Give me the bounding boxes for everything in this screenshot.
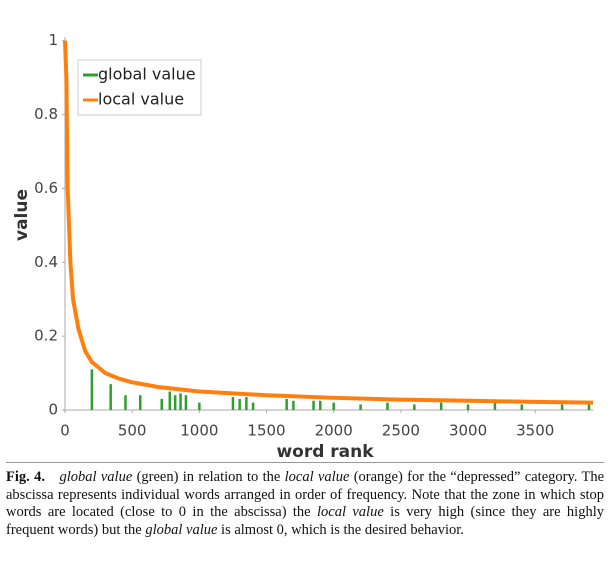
y-tick-label: 0.8: [34, 105, 58, 123]
line: [63, 40, 594, 405]
x-tick-label: 1500: [247, 422, 285, 440]
x-axis-label: word rank: [276, 442, 374, 460]
x-tick-label: 3500: [516, 422, 554, 440]
caption-text: local value: [284, 469, 350, 485]
x-tick-label: 2500: [382, 422, 420, 440]
y-tick-label: 0.6: [34, 179, 58, 197]
legend-label: global value: [98, 65, 196, 84]
caption-text: local value: [317, 504, 384, 520]
x-tick-label: 500: [118, 422, 147, 440]
y-tick-label: 0.2: [34, 327, 58, 345]
x-tick-label: 3000: [449, 422, 487, 440]
legend-box: [77, 59, 202, 116]
caption-text: (orange) for the “depressed” category. T…: [6, 469, 605, 520]
caption: Fig. 4. global value (green) in relation…: [6, 462, 604, 539]
x-tick-label: 1000: [180, 422, 218, 440]
chart: word rank value 0 0.2 0.4 0.6 0.8 1 0 500 1000 15…: [12, 31, 594, 460]
caption-text: global value: [145, 521, 218, 538]
x-tick-label: 0: [60, 422, 70, 440]
x-tick-label: 2000: [315, 422, 353, 440]
caption-text: is almost 0, which is the desired behavi…: [217, 521, 464, 538]
y-tick-label: 1: [48, 31, 58, 49]
caption-label: Fig. 4.: [6, 469, 45, 485]
y-tick-label: 0.4: [34, 253, 58, 271]
caption-text: global value: [59, 469, 133, 485]
y-axis-label: value: [12, 189, 32, 241]
caption-text: (green) in relation to the: [132, 469, 285, 485]
caption-text: is very high (since they are highly freq…: [6, 504, 604, 538]
legend-label: local value: [98, 90, 184, 109]
y-tick-label: 0: [48, 401, 58, 419]
